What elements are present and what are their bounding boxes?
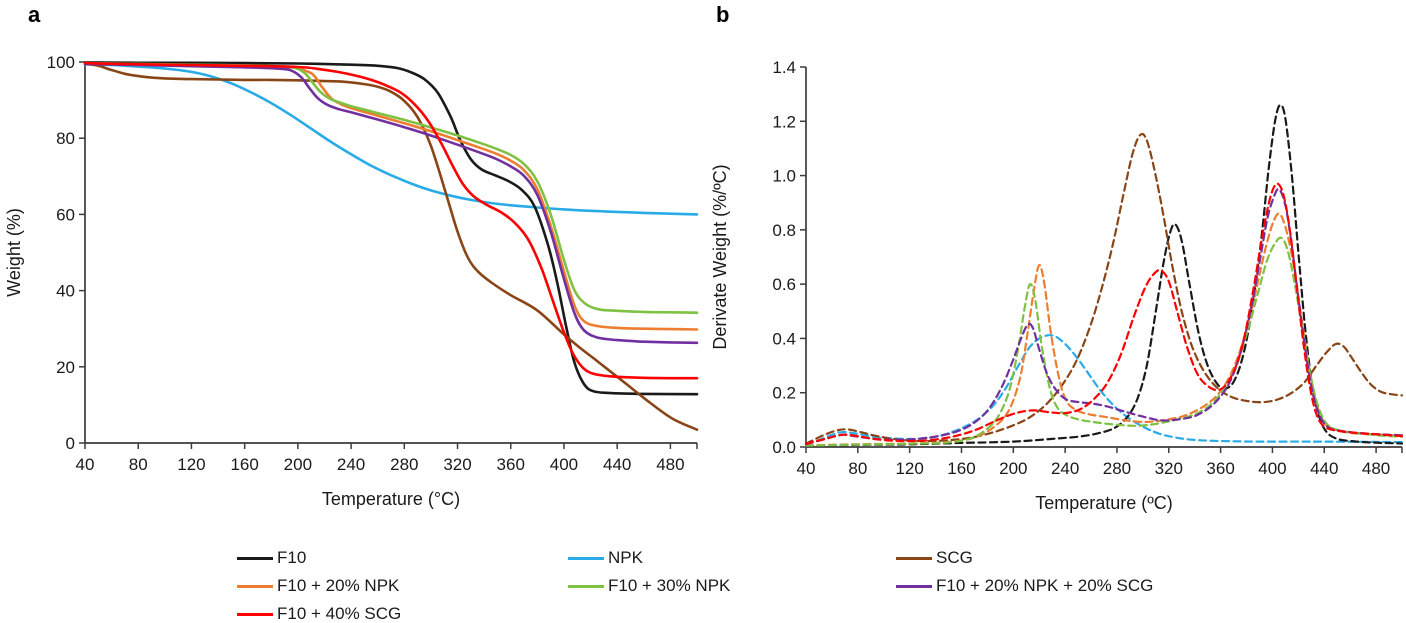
- series-scg: [83, 62, 699, 431]
- y-tick-label: 1.0: [772, 167, 796, 186]
- y-axis-title: Derivate Weight (%/ºC): [710, 164, 730, 349]
- x-tick-label: 440: [1310, 459, 1338, 478]
- legend-label: NPK: [608, 548, 643, 567]
- x-axis-title: Temperature (°C): [322, 489, 460, 509]
- legend-label: F10 + 20% NPK + 20% SCG: [936, 576, 1154, 595]
- x-tick-label: 160: [947, 459, 975, 478]
- x-axis-title: Temperature (ºC): [1035, 493, 1173, 513]
- legend-label: F10 + 30% NPK: [608, 576, 731, 595]
- chart-b-svg: 40 80 120 160 200 240 280 320 360 400 440 480 0.0 0.2…: [710, 58, 1404, 513]
- legend-label: F10: [277, 548, 307, 567]
- x-tick-label: 120: [177, 455, 205, 474]
- series-f10-20-npk: [804, 212, 1404, 447]
- series-f10-40-scg: [804, 182, 1404, 445]
- legend-swatch: [896, 556, 932, 560]
- x-tick-label: 480: [656, 455, 684, 474]
- x-tick-label: 480: [1362, 459, 1390, 478]
- x-tick-label: 360: [497, 455, 525, 474]
- x-tick-label: 240: [1051, 459, 1079, 478]
- x-tick-label: 80: [848, 459, 867, 478]
- x-tick-label: 80: [129, 455, 148, 474]
- legend-swatch: [237, 584, 273, 588]
- panel-b-label: b: [716, 2, 730, 27]
- x-tick-label: 320: [443, 455, 471, 474]
- series-f10-40-scg: [83, 61, 699, 380]
- y-tick-label: 20: [56, 358, 75, 377]
- legend-item: SCG: [896, 546, 973, 570]
- legend-item: NPK: [568, 546, 643, 570]
- y-tick-label: 0.6: [772, 275, 796, 294]
- series-f10-20-npk-20-scg: [83, 62, 699, 345]
- legend-item: F10 + 20% NPK + 20% SCG: [896, 574, 1153, 598]
- y-tick-label: 1.4: [772, 58, 796, 77]
- legend-label: F10 + 20% NPK: [277, 576, 400, 595]
- y-tick-label: 0: [66, 434, 75, 453]
- legend-item: F10: [237, 546, 306, 570]
- x-tick-label: 120: [895, 459, 923, 478]
- x-tick-label: 40: [797, 459, 816, 478]
- y-tick-label: 0.8: [772, 221, 796, 240]
- panel-a-label: a: [28, 2, 41, 27]
- legend-swatch: [896, 584, 932, 588]
- x-tick-label: 280: [1103, 459, 1131, 478]
- chart-a-svg: 40 80 120 160 200 240 280 320 360 400 440 480 0 20 40 6…: [4, 53, 699, 509]
- x-tick-label: 400: [550, 455, 578, 474]
- legend-item: F10 + 30% NPK: [568, 574, 730, 598]
- x-tick-label: 320: [1155, 459, 1183, 478]
- y-tick-label: 100: [47, 53, 75, 72]
- legend-swatch: [568, 556, 604, 560]
- series-f10-20-npk: [83, 62, 699, 331]
- legend-swatch: [568, 584, 604, 588]
- x-tick-label: 200: [999, 459, 1027, 478]
- x-tick-label: 160: [230, 455, 258, 474]
- x-tick-label: 200: [284, 455, 312, 474]
- y-tick-label: 0.4: [772, 329, 796, 348]
- series-f10: [804, 103, 1404, 447]
- series-f10: [83, 61, 699, 396]
- series-f10-30-npk: [83, 61, 699, 314]
- series-npk: [804, 334, 1404, 445]
- x-tick-label: 280: [390, 455, 418, 474]
- x-tick-label: 440: [603, 455, 631, 474]
- legend-swatch: [237, 556, 273, 560]
- y-tick-label: 80: [56, 129, 75, 148]
- y-tick-label: 60: [56, 205, 75, 224]
- legend-label: SCG: [936, 548, 973, 567]
- x-tick-label: 40: [76, 455, 95, 474]
- y-tick-label: 40: [56, 282, 75, 301]
- legend-item: F10 + 20% NPK: [237, 574, 399, 598]
- series-f10-30-npk: [804, 236, 1404, 447]
- y-tick-label: 0.2: [772, 384, 796, 403]
- legend-swatch: [237, 612, 273, 616]
- legend-label: F10 + 40% SCG: [277, 604, 402, 623]
- y-tick-label: 0.0: [772, 438, 796, 457]
- legend-item: F10 + 40% SCG: [237, 602, 401, 623]
- x-tick-label: 240: [337, 455, 365, 474]
- y-axis-title: Weight (%): [4, 208, 24, 297]
- y-tick-label: 1.2: [772, 112, 796, 131]
- x-tick-label: 400: [1258, 459, 1286, 478]
- series-scg: [804, 132, 1404, 445]
- x-tick-label: 360: [1206, 459, 1234, 478]
- series-f10-20-npk-20-scg: [804, 187, 1404, 446]
